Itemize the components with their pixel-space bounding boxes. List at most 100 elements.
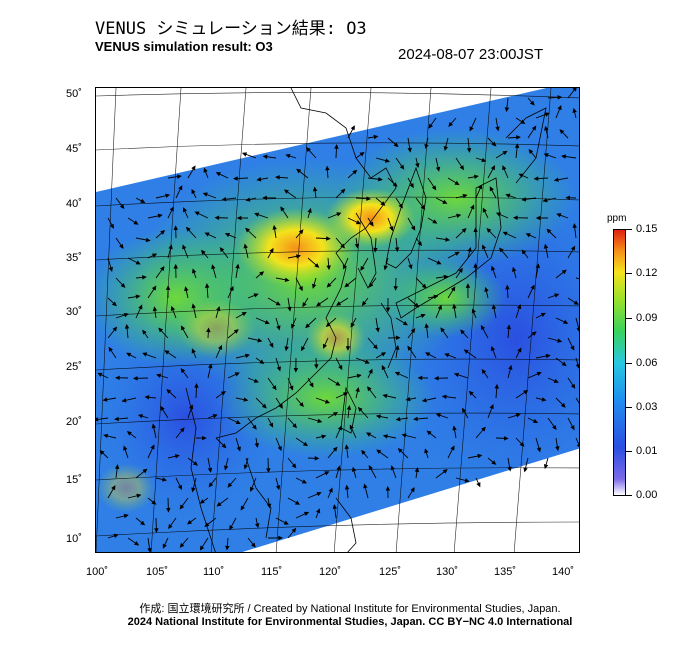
wind-arrowhead (179, 504, 185, 510)
wind-arrowhead (108, 266, 113, 272)
wind-arrowhead (243, 243, 248, 249)
wind-arrowhead (261, 403, 267, 409)
wind-arrowhead (376, 449, 382, 454)
wind-arrowhead (316, 508, 321, 514)
wind-arrowhead (540, 312, 546, 318)
wind-arrowhead (375, 327, 380, 333)
wind-arrowhead (491, 304, 497, 310)
lon-label: 125˚ (379, 566, 402, 578)
wind-arrowhead (124, 323, 130, 329)
wind-arrowhead (119, 243, 124, 249)
wind-arrowhead (373, 344, 378, 350)
wind-arrowhead (407, 345, 412, 351)
colorbar-tick (626, 273, 632, 274)
wind-arrowhead (557, 104, 562, 111)
wind-arrowhead (335, 381, 341, 386)
wind-arrowhead (516, 135, 521, 140)
wind-arrowhead (495, 212, 502, 217)
wind-arrowhead (191, 165, 196, 171)
wind-arrowhead (505, 193, 511, 198)
wind-arrowhead (572, 88, 577, 92)
wind-arrowhead (498, 247, 504, 253)
wind-arrowhead (382, 434, 388, 439)
wind-arrowhead (435, 166, 441, 172)
wind-arrowhead (332, 446, 338, 452)
wind-arrowhead (576, 444, 579, 448)
wind-arrowhead (421, 283, 427, 289)
wind-arrowhead (442, 199, 448, 204)
wind-arrowhead (194, 383, 199, 388)
lon-label: 140˚ (552, 566, 575, 578)
wind-arrowhead (364, 359, 370, 364)
wind-arrowhead (393, 286, 398, 291)
wind-arrowhead (123, 513, 129, 519)
wind-arrowhead (166, 388, 172, 394)
wind-arrowhead (200, 249, 206, 255)
wind-arrowhead (241, 152, 248, 157)
wind-arrowhead (553, 378, 559, 383)
wind-arrowhead (321, 434, 327, 439)
wind-arrowhead (115, 375, 120, 381)
wind-arrowhead (417, 375, 423, 381)
wind-arrowhead (157, 213, 163, 219)
wind-arrowhead (259, 271, 265, 276)
wind-arrowhead (275, 301, 281, 306)
copyright-line: 2024 National Institute for Environmenta… (127, 616, 573, 628)
wind-arrowhead (355, 386, 360, 392)
colorbar-tick (626, 451, 632, 452)
wind-arrowhead (204, 283, 210, 288)
wind-arrowhead (306, 147, 311, 153)
wind-arrowhead (410, 487, 415, 493)
wind-arrowhead (448, 121, 454, 127)
colorbar-label: 0.01 (636, 445, 658, 457)
wind-arrowhead (262, 154, 268, 159)
wind-arrowhead (252, 424, 257, 430)
wind-arrowhead (481, 244, 487, 250)
wind-arrowhead (503, 436, 509, 441)
wind-arrowhead (366, 432, 372, 437)
wind-arrowhead (395, 335, 401, 341)
wind-arrowhead (417, 241, 422, 247)
wind-arrowhead (481, 157, 487, 163)
wind-arrowhead (151, 500, 157, 505)
wind-arrowhead (469, 126, 474, 132)
wind-arrowhead (272, 385, 277, 391)
wind-arrowhead (440, 327, 445, 333)
wind-arrowhead (275, 485, 281, 491)
wind-arrowhead (179, 542, 185, 548)
wind-arrowhead (216, 501, 222, 507)
wind-arrowhead (164, 350, 170, 355)
wind-arrowhead (264, 319, 270, 325)
wind-arrowhead (356, 373, 362, 379)
wind-arrowhead (291, 527, 297, 533)
wind-arrowhead (202, 435, 207, 441)
wind-arrowhead (154, 528, 159, 533)
wind-arrowhead (413, 416, 418, 422)
wind-arrowhead (136, 493, 142, 499)
wind-arrowhead (309, 382, 314, 388)
wind-arrowhead (342, 264, 347, 270)
wind-arrowhead (150, 444, 155, 450)
wind-arrowhead (311, 283, 317, 289)
wind-arrowhead (112, 326, 118, 332)
wind-arrowhead (369, 221, 374, 227)
wind-arrowhead (349, 424, 354, 430)
wind-arrowhead (519, 441, 525, 447)
wind-arrowhead (462, 407, 467, 413)
wind-arrowhead (293, 368, 299, 373)
wind-arrowhead (266, 503, 272, 509)
wind-arrowhead (140, 520, 146, 526)
wind-arrowhead (324, 471, 330, 476)
wind-arrowhead (219, 247, 225, 253)
wind-arrowhead (511, 266, 517, 272)
wind-arrowhead (325, 165, 330, 171)
wind-arrowhead (494, 383, 499, 389)
wind-arrowhead (179, 427, 185, 433)
wind-arrowhead (490, 345, 496, 352)
wind-arrowhead (531, 331, 537, 336)
wind-arrowhead (272, 224, 277, 230)
wind-arrowhead (208, 482, 214, 488)
wind-arrowhead (334, 144, 339, 149)
wind-arrowhead (502, 165, 507, 171)
colorbar-label: 0.00 (636, 489, 658, 501)
